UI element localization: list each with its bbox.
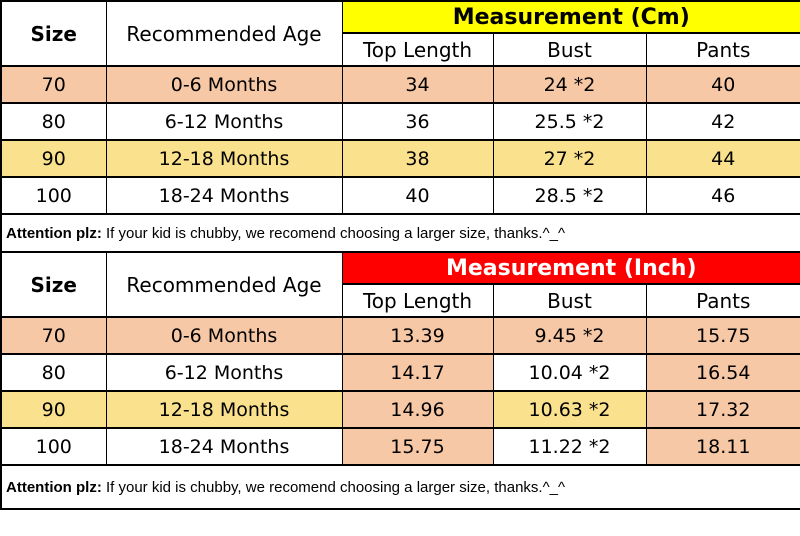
table-row: 100 18-24 Months 40 28.5 *2 46 (0, 176, 800, 215)
inch-header-recommended-age: Recommended Age (105, 251, 343, 318)
table-row: 100 18-24 Months 15.75 11.22 *2 18.11 (0, 427, 800, 466)
inch-top-length-cell: 14.96 (341, 390, 494, 429)
cm-bust-cell: 28.5 *2 (492, 176, 647, 215)
inch-subheader-pants: Pants (645, 283, 800, 318)
inch-measurement-banner: Measurement (Inch) (341, 251, 800, 285)
cm-subheader-pants: Pants (645, 32, 800, 67)
cm-attention-note: Attention plz: If your kid is chubby, we… (0, 213, 800, 253)
size-chart-table: Size Recommended Age Measurement (Cm) To… (0, 0, 800, 510)
cm-pants-cell: 42 (645, 102, 800, 141)
cm-age-cell: 0-6 Months (105, 65, 343, 104)
inch-pants-cell: 17.32 (645, 390, 800, 429)
cm-pants-cell: 40 (645, 65, 800, 104)
cm-size-70: 70 (0, 65, 107, 104)
cm-top-length-cell: 34 (341, 65, 494, 104)
cm-bust-cell: 24 *2 (492, 65, 647, 104)
table-row: 90 12-18 Months 38 27 *2 44 (0, 139, 800, 178)
inch-size-90: 90 (0, 390, 107, 429)
inch-age-cell: 12-18 Months (105, 390, 343, 429)
cm-age-cell: 18-24 Months (105, 176, 343, 215)
attention-text: If your kid is chubby, we recomend choos… (101, 224, 566, 242)
inch-subheader-top-length: Top Length (341, 283, 494, 318)
table-row: 80 6-12 Months 14.17 10.04 *2 16.54 (0, 353, 800, 392)
attention-label: Attention plz: (6, 224, 102, 242)
inch-size-100: 100 (0, 427, 107, 466)
inch-header-size: Size (0, 251, 107, 318)
cm-pants-cell: 46 (645, 176, 800, 215)
inch-attention-note: Attention plz: If your kid is chubby, we… (0, 464, 800, 510)
inch-top-length-cell: 14.17 (341, 353, 494, 392)
inch-top-length-cell: 13.39 (341, 316, 494, 355)
inch-pants-cell: 16.54 (645, 353, 800, 392)
table-row: 70 0-6 Months 34 24 *2 40 (0, 65, 800, 104)
table-row: 90 12-18 Months 14.96 10.63 *2 17.32 (0, 390, 800, 429)
cm-age-cell: 12-18 Months (105, 139, 343, 178)
cm-subheader-bust: Bust (492, 32, 647, 67)
cm-top-length-cell: 40 (341, 176, 494, 215)
cm-pants-cell: 44 (645, 139, 800, 178)
cm-size-90: 90 (0, 139, 107, 178)
inch-bust-cell: 10.63 *2 (492, 390, 647, 429)
inch-size-70: 70 (0, 316, 107, 355)
table-row: 80 6-12 Months 36 25.5 *2 42 (0, 102, 800, 141)
cm-bust-cell: 25.5 *2 (492, 102, 647, 141)
inch-subheader-bust: Bust (492, 283, 647, 318)
cm-top-length-cell: 38 (341, 139, 494, 178)
inch-bust-cell: 11.22 *2 (492, 427, 647, 466)
inch-pants-cell: 18.11 (645, 427, 800, 466)
cm-header-size: Size (0, 0, 107, 67)
inch-bust-cell: 10.04 *2 (492, 353, 647, 392)
cm-size-100: 100 (0, 176, 107, 215)
inch-pants-cell: 15.75 (645, 316, 800, 355)
cm-top-length-cell: 36 (341, 102, 494, 141)
inch-top-length-cell: 15.75 (341, 427, 494, 466)
cm-bust-cell: 27 *2 (492, 139, 647, 178)
inch-age-cell: 6-12 Months (105, 353, 343, 392)
inch-age-cell: 0-6 Months (105, 316, 343, 355)
attention-text: If your kid is chubby, we recomend choos… (101, 478, 566, 496)
size-chart: Size Recommended Age Measurement (Cm) To… (0, 0, 800, 510)
inch-bust-cell: 9.45 *2 (492, 316, 647, 355)
cm-size-80: 80 (0, 102, 107, 141)
attention-label: Attention plz: (6, 478, 102, 496)
cm-subheader-top-length: Top Length (341, 32, 494, 67)
cm-header-recommended-age: Recommended Age (105, 0, 343, 67)
cm-measurement-banner: Measurement (Cm) (341, 0, 800, 34)
cm-age-cell: 6-12 Months (105, 102, 343, 141)
table-row: 70 0-6 Months 13.39 9.45 *2 15.75 (0, 316, 800, 355)
inch-age-cell: 18-24 Months (105, 427, 343, 466)
inch-size-80: 80 (0, 353, 107, 392)
